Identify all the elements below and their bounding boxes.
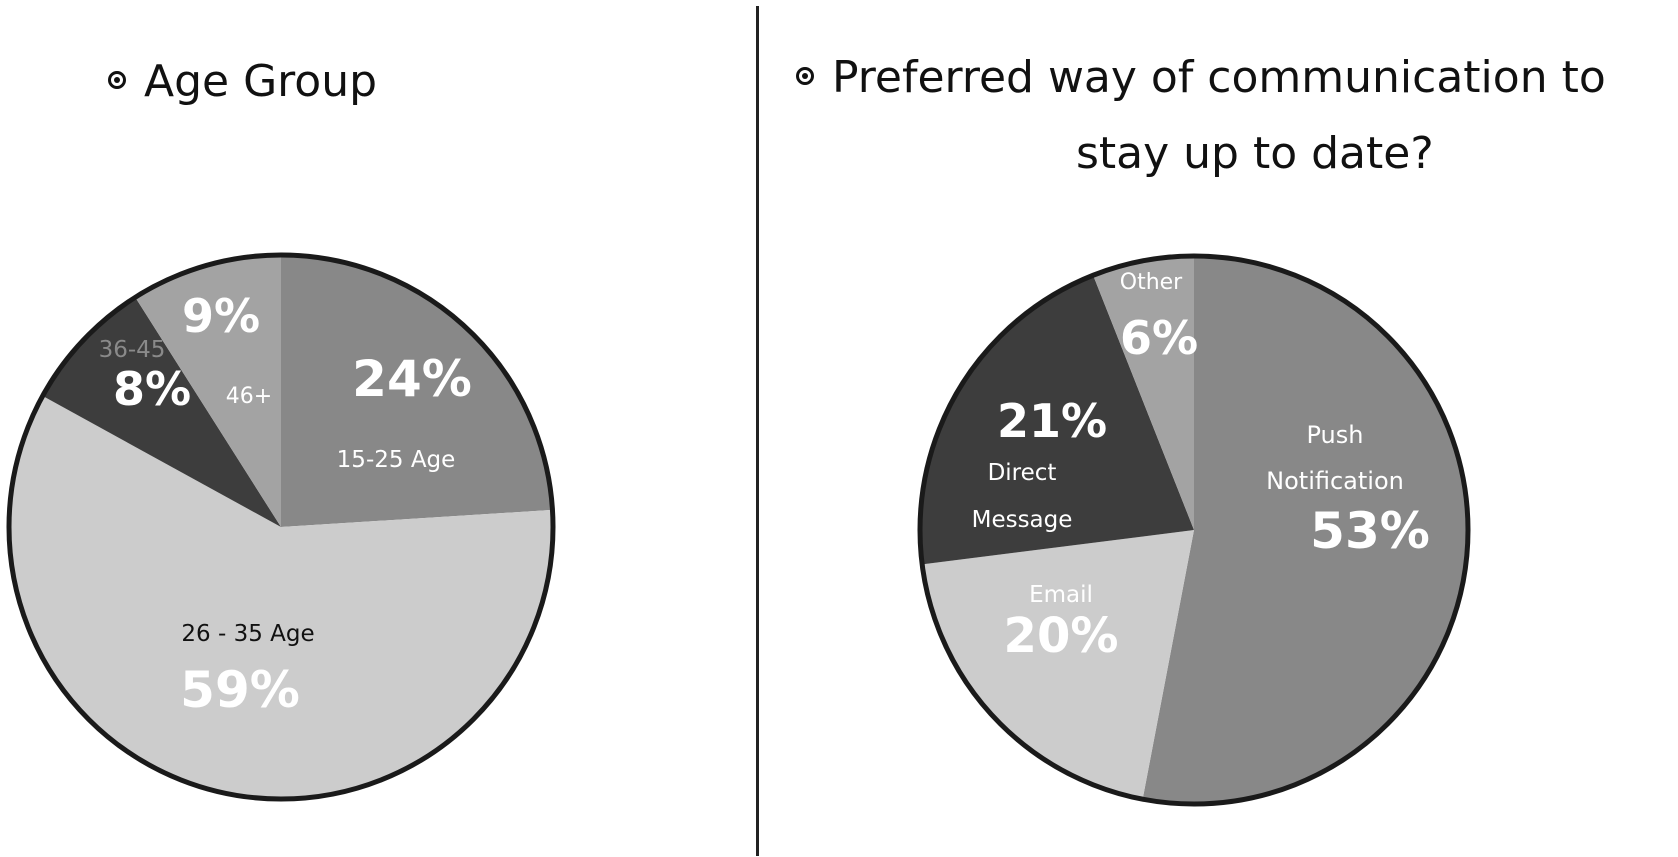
pie-chart-2: 53% Push Notification 20%Email 21% Direct Mess… [917,253,1471,807]
age-group-title: Age Group [108,44,377,120]
pie-slice [921,277,1194,565]
center-divider [756,6,759,856]
pie-slice [44,299,281,527]
slice-name-label: Email [1029,582,1093,608]
pie-chart-1: 24% 15-25 Age 59% 26 - 35 Age 8%36-45 9% 46+ [6,252,556,802]
slice-name-label: Notification [1266,467,1404,495]
pie-slice [136,257,281,527]
slice-value-label: 24% [352,350,472,408]
slice-name-label: 46+ [226,384,272,409]
slice-value-label: 59% [180,661,300,719]
pie-slice [924,530,1194,798]
slice-name-label: Direct [988,460,1057,486]
slice-name-label: 15-25 Age [337,447,456,473]
slice-value-label: 20% [1004,608,1119,664]
slice-value-label: 9% [182,289,260,343]
pie-slice [1093,258,1194,530]
communication-title: Preferred way of communication to stay u… [796,40,1676,192]
communication-title-line2: stay up to date? [1076,128,1434,179]
pie-slice [11,396,551,797]
slice-value-label: 21% [997,394,1107,448]
bullet-icon [108,71,126,89]
pie-slice [281,257,551,527]
pie-outline [917,253,1471,807]
pie-slice [1143,258,1467,802]
slice-name-label: 36-45 [99,337,166,363]
slice-value-label: 8% [113,362,191,416]
bullet-icon [796,67,814,85]
pie-outline [6,252,556,802]
slice-value-label: 53% [1310,502,1430,560]
communication-title-line1: Preferred way of communication to [832,52,1606,103]
slice-name-label: Message [972,507,1073,533]
slice-value-label: 6% [1120,311,1198,365]
slice-name-label: Other [1120,270,1183,295]
slice-name-label: Push [1307,421,1364,449]
slice-name-label: 26 - 35 Age [181,621,314,647]
age-group-title-text: Age Group [144,56,378,107]
